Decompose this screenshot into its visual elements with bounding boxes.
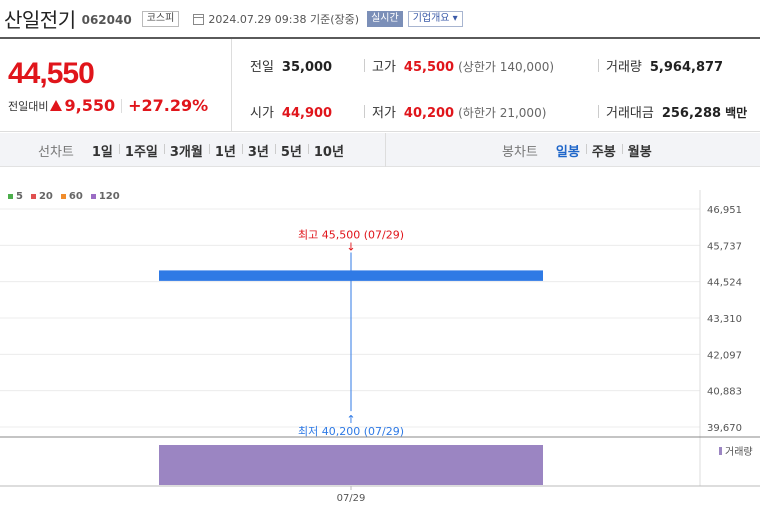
y-axis-tick-label: 45,737	[707, 241, 742, 252]
prev-close-value: 35,000	[281, 60, 333, 75]
volume-value: 5,964,877	[649, 60, 724, 75]
divider	[598, 59, 599, 72]
ma-color-swatch	[90, 194, 96, 199]
market-badge: 코스피	[141, 11, 180, 27]
prev-close-label: 전일	[250, 60, 274, 75]
period-1d[interactable]: 1일	[91, 144, 113, 160]
divider	[364, 105, 365, 118]
line-chart-group: 선차트 1일 1주일 3개월 1년 3년 5년 10년	[38, 133, 350, 167]
upper-limit: (상한가 140,000)	[458, 60, 555, 74]
y-axis-tick-label: 43,310	[707, 314, 742, 325]
ma-color-swatch	[30, 194, 36, 199]
stock-code: 062040	[81, 13, 132, 27]
ma-legend-item[interactable]: 20	[30, 191, 53, 202]
candlestick-chart: 46,951 45,737 44,524 43,310 42,097 40,883 39,6…	[0, 190, 760, 504]
y-axis-tick-label: 39,670	[707, 423, 742, 434]
realtime-badge[interactable]: 실시간	[367, 11, 403, 27]
open-stat: 시가 44,900	[250, 102, 332, 121]
x-axis-tick-label: 07/29	[337, 493, 366, 504]
y-axis-tick-label: 42,097	[707, 350, 742, 361]
down-arrow-icon: ↓	[346, 240, 355, 253]
volume-bar	[159, 445, 543, 485]
volume-legend-swatch	[719, 447, 722, 455]
chart-period-toolbar: 선차트 1일 1주일 3개월 1년 3년 5년 10년 봉차트 일봉 주봉 월봉	[0, 133, 760, 167]
turnover-unit: 백만	[725, 106, 748, 120]
period-1y[interactable]: 1년	[208, 141, 242, 160]
high-label: 고가	[372, 60, 396, 75]
timestamp: 2024.07.29 09:38 기준(장중)	[208, 13, 360, 26]
change-row: 전일대비 9,550 +27.29%	[8, 96, 208, 115]
lower-limit: (하한가 21,000)	[458, 106, 547, 120]
moving-average-legend: 5 20 60 120	[8, 191, 128, 202]
y-axis-tick-label: 46,951	[707, 205, 742, 216]
ma-legend-label: 5	[16, 191, 23, 202]
low-label: 저가	[372, 106, 396, 121]
high-annotation: 최고 45,500 (07/29)	[298, 228, 404, 241]
current-price-box: 44,550 전일대비 9,550 +27.29%	[0, 39, 232, 132]
change-percent: +27.29%	[128, 96, 209, 115]
high-stat: 고가 45,500 (상한가 140,000)	[372, 56, 554, 75]
low-annotation: 최저 40,200 (07/29)	[298, 425, 404, 438]
current-price: 44,550	[8, 57, 95, 90]
company-info-dropdown[interactable]: 기업개요 ▾	[407, 11, 463, 27]
ma-legend-item[interactable]: 5	[8, 191, 23, 202]
candle-chart-group: 봉차트 일봉 주봉 월봉	[502, 133, 658, 167]
volume-legend-label: 거래량	[725, 446, 753, 458]
ma-legend-item[interactable]: 60	[60, 191, 83, 202]
divider	[598, 105, 599, 118]
change-label: 전일대비	[8, 99, 49, 113]
turnover-value: 256,288	[661, 106, 722, 121]
ma-legend-item[interactable]: 120	[90, 191, 120, 202]
low-stat: 저가 40,200 (하한가 21,000)	[372, 102, 546, 121]
y-axis-tick-label: 44,524	[707, 278, 742, 289]
up-arrow-icon: ↑	[346, 413, 355, 426]
up-triangle-icon	[50, 100, 63, 111]
y-axis-tick-label: 40,883	[707, 387, 742, 398]
candle-body	[159, 270, 543, 281]
divider	[364, 59, 365, 72]
ma-legend-label: 20	[38, 191, 53, 202]
volume-label: 거래량	[606, 60, 642, 75]
candle-daily[interactable]: 일봉	[555, 144, 580, 160]
open-label: 시가	[250, 106, 274, 121]
prev-close-stat: 전일 35,000	[250, 56, 332, 75]
volume-stat: 거래량 5,964,877	[606, 56, 723, 75]
ma-legend-label: 60	[68, 191, 83, 202]
turnover-stat: 거래대금 256,288 백만	[606, 102, 747, 121]
candle-monthly[interactable]: 월봉	[621, 141, 658, 160]
divider	[121, 98, 123, 113]
candle-chart-label: 봉차트	[502, 144, 538, 160]
quote-panel: 44,550 전일대비 9,550 +27.29% 전일 35,000 고가 4…	[0, 37, 760, 132]
stock-name: 산일전기	[4, 7, 76, 32]
turnover-label: 거래대금	[606, 106, 654, 121]
change-amount: 9,550	[64, 96, 116, 115]
divider	[385, 133, 386, 167]
candle-weekly[interactable]: 주봉	[585, 141, 622, 160]
ma-color-swatch	[8, 194, 13, 199]
stock-header: 산일전기 062040 코스피 2024.07.29 09:38 기준(장중) …	[0, 0, 760, 36]
period-10y[interactable]: 10년	[307, 141, 350, 160]
period-1w[interactable]: 1주일	[118, 141, 164, 160]
high-value: 45,500	[403, 60, 455, 75]
open-value: 44,900	[281, 106, 333, 121]
period-5y[interactable]: 5년	[274, 141, 308, 160]
calendar-icon	[193, 13, 205, 25]
line-chart-label: 선차트	[38, 144, 74, 160]
low-value: 40,200	[403, 106, 455, 121]
period-3y[interactable]: 3년	[241, 141, 275, 160]
ma-legend-label: 120	[98, 191, 120, 202]
period-3m[interactable]: 3개월	[163, 141, 209, 160]
ma-color-swatch	[60, 194, 66, 199]
